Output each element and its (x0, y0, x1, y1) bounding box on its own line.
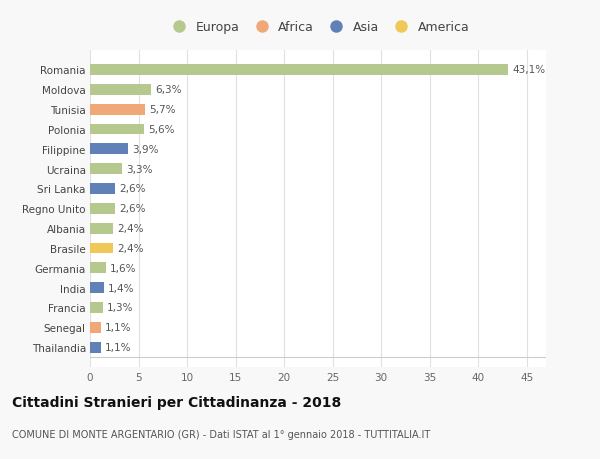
Bar (90, 342, 101, 353)
Text: Cittadini Stranieri per Cittadinanza - 2018: Cittadini Stranieri per Cittadinanza - 2… (12, 395, 341, 409)
Text: 5,7%: 5,7% (149, 105, 176, 115)
Text: 1,1%: 1,1% (104, 323, 131, 333)
Text: 3,3%: 3,3% (126, 164, 152, 174)
Text: 1,1%: 1,1% (104, 342, 131, 353)
Bar (90, 164, 122, 175)
Text: 2,6%: 2,6% (119, 184, 146, 194)
Text: 3,9%: 3,9% (132, 145, 158, 155)
Bar (90, 243, 113, 254)
Bar (90, 302, 103, 313)
Text: 2,6%: 2,6% (119, 204, 146, 214)
Bar (90, 322, 101, 333)
Bar (90, 263, 106, 274)
Text: 6,3%: 6,3% (155, 85, 182, 95)
Bar (90, 184, 115, 195)
Bar (90, 144, 128, 155)
Text: 2,4%: 2,4% (117, 224, 143, 234)
Text: 1,6%: 1,6% (109, 263, 136, 273)
Bar (90, 65, 508, 76)
Bar (90, 84, 151, 95)
Text: 1,3%: 1,3% (106, 303, 133, 313)
Text: COMUNE DI MONTE ARGENTARIO (GR) - Dati ISTAT al 1° gennaio 2018 - TUTTITALIA.IT: COMUNE DI MONTE ARGENTARIO (GR) - Dati I… (12, 429, 430, 439)
Bar (90, 283, 104, 293)
Bar (90, 105, 145, 115)
Bar (90, 124, 145, 135)
Bar (90, 203, 115, 214)
Text: 2,4%: 2,4% (117, 243, 143, 253)
Legend: Europa, Africa, Asia, America: Europa, Africa, Asia, America (164, 19, 472, 37)
Text: 5,6%: 5,6% (148, 125, 175, 134)
Bar (90, 223, 113, 234)
Text: 1,4%: 1,4% (107, 283, 134, 293)
Text: 43,1%: 43,1% (512, 65, 545, 75)
